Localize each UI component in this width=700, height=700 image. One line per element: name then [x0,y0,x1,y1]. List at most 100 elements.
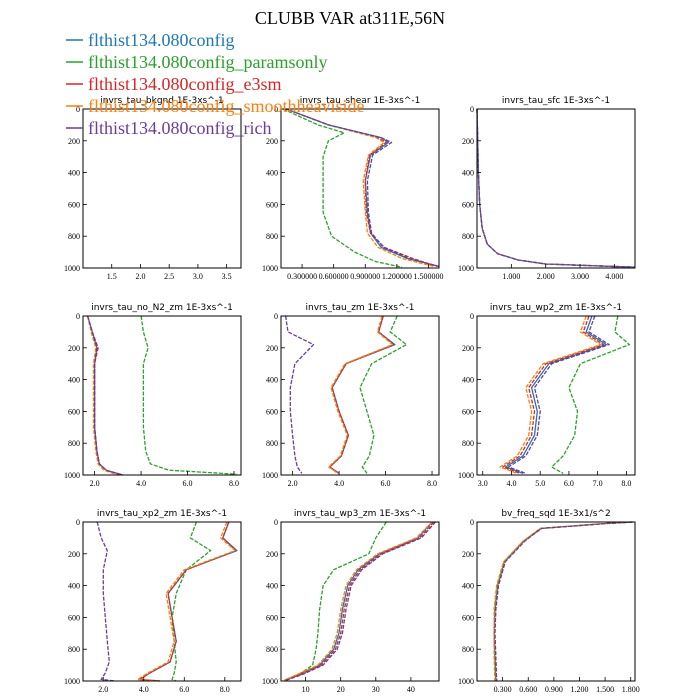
x-tick-label: 5.0 [535,479,545,488]
x-tick-label: 4.0 [334,479,344,488]
y-tick-label: 400 [462,169,474,178]
panel-title: bv_freq_sqd 1E-3x1/s^2 [501,509,610,519]
series-line-1 [551,315,630,474]
x-tick-label: 2.0 [90,479,100,488]
y-tick-label: 400 [266,582,278,591]
y-tick-label: 800 [68,439,80,448]
series-line-0 [286,108,440,268]
series-line-4 [286,108,440,268]
series-line-0 [493,521,633,682]
panel-title: invrs_tau_no_N2_zm 1E-3xs^-1 [91,303,233,313]
x-tick-label: 1.500000 [413,272,443,281]
series-line-0 [505,315,607,475]
x-tick-label: 40 [407,685,415,694]
x-tick-label: 2.0 [135,272,145,281]
series-line-1 [359,315,408,474]
x-tick-label: 4.000 [605,272,623,281]
panel-0: invrs_tau_bkgnd 1E-3xs^-1 1.5 2.0 2.5 3.0 3.5… [64,96,242,281]
series-line-2 [494,521,633,682]
x-tick-label: 1.5 [107,272,117,281]
series-line-2 [329,315,395,474]
series-line-3 [286,108,434,268]
x-tick-label: 6.0 [564,479,574,488]
panel-2: invrs_tau_sfc 1E-3xs^-1 1.000 2.000 3.000 4.… [458,96,636,281]
y-tick-label: 1000 [262,264,278,273]
y-tick-label: 1000 [458,264,474,273]
y-tick-label: 200 [68,550,80,559]
series-line-0 [476,108,636,268]
panel-7: invrs_tau_wp3_zm 1E-3xs^-110 20 30 40020040… [262,509,440,694]
series-line-4 [494,521,633,682]
series-line-3 [137,521,236,682]
y-tick-label: 0 [274,312,278,321]
x-tick-label: 0.600 [519,685,537,694]
x-tick-label: 10 [302,685,310,694]
y-tick-label: 800 [462,645,474,654]
plot-frame [476,521,636,682]
y-tick-label: 600 [462,613,474,622]
y-tick-label: 400 [462,376,474,385]
y-tick-label: 800 [266,645,278,654]
series-line-3 [476,108,636,268]
plot-frame [280,521,440,682]
legend-entry: flthist134.080config_rich [88,118,271,138]
y-tick-label: 1000 [64,264,80,273]
series-line-3 [327,315,394,474]
y-tick-label: 800 [266,439,278,448]
y-tick-label: 200 [266,137,278,146]
series-line-4 [286,521,436,681]
y-tick-label: 400 [68,582,80,591]
panel-title: invrs_tau_xp2_zm 1E-3xs^-1 [97,509,227,519]
y-tick-label: 400 [68,376,80,385]
plot-frame [82,315,242,476]
plot-frame [476,315,636,476]
x-tick-label: 3.0 [478,479,488,488]
series-line-4 [86,315,123,476]
y-tick-label: 200 [266,344,278,353]
x-tick-label: 2.000 [537,272,555,281]
series-line-2 [284,521,435,681]
y-tick-label: 0 [274,105,278,114]
series-line-4 [284,315,315,474]
series-line-0 [139,521,238,682]
y-tick-label: 200 [462,344,474,353]
x-tick-label: 6.0 [381,479,391,488]
legend-entry: flthist134.080config_e3sm [88,74,281,94]
x-tick-label: 6.0 [183,479,193,488]
series-line-3 [284,521,433,681]
panel-4: invrs_tau_zm 1E-3xs^-1 2.0 4.0 6.0 8.0 0 200 40… [262,303,440,488]
x-tick-label: 0.900000 [350,272,380,281]
x-tick-label: 8.0 [427,479,437,488]
series-line-3 [499,315,602,475]
x-tick-label: 8.0 [220,685,230,694]
x-tick-label: 3.0 [193,272,203,281]
y-tick-label: 1000 [64,471,80,480]
y-tick-label: 800 [266,232,278,241]
panel-title: invrs_tau_wp2_zm 1E-3xs^-1 [490,303,622,313]
panel-8: bv_freq_sqd 1E-3x1/s^2 0.300 0.600 0.900 1.2… [458,509,640,694]
x-tick-label: 4.0 [136,479,146,488]
x-tick-label: 2.0 [98,685,108,694]
y-tick-label: 600 [68,613,80,622]
y-tick-label: 800 [68,232,80,241]
y-tick-label: 0 [470,518,474,527]
x-tick-label: 6.0 [179,685,189,694]
panel-title: invrs_tau_wp3_zm 1E-3xs^-1 [294,509,426,519]
y-tick-label: 0 [76,518,80,527]
x-tick-label: 1.200 [570,685,588,694]
plot-frame [476,108,636,269]
series-line-1 [171,521,212,682]
y-tick-label: 1000 [262,677,278,686]
x-tick-label: 8.0 [621,479,631,488]
x-tick-label: 0.300 [494,685,512,694]
series-line-1 [282,108,403,268]
legend-entry: flthist134.080config [88,30,235,50]
panel-title: invrs_tau_sfc 1E-3xs^-1 [502,96,610,106]
series-line-1 [493,521,631,682]
y-tick-label: 400 [266,169,278,178]
y-tick-label: 0 [274,518,278,527]
x-tick-label: 4.0 [506,479,516,488]
x-tick-label: 2.0 [288,479,298,488]
y-tick-label: 0 [76,105,80,114]
